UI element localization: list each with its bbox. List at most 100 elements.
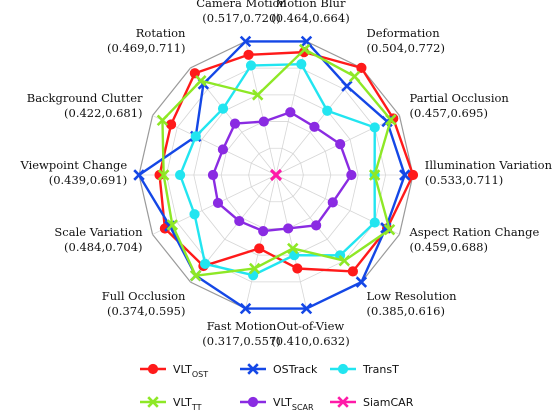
data-point: [407, 169, 419, 181]
data-point: [147, 396, 159, 408]
data-point: [356, 62, 367, 73]
legend-label: OSTrack: [273, 363, 318, 376]
data-point: [335, 138, 346, 150]
axis-name: Aspect Ration Change: [408, 225, 539, 239]
legend-item: TransT: [330, 363, 399, 376]
axis-label: Motion Blur (0.464,0.664): [271, 0, 349, 25]
axis-label: Deformation (0.504,0.772): [367, 26, 445, 55]
axis-range: (0.439,0.691): [49, 173, 127, 187]
radar-series: [133, 35, 419, 315]
data-point: [239, 35, 252, 48]
data-point: [355, 276, 368, 288]
data-point: [254, 243, 265, 254]
axis-label: Aspect Ration Change (0.459,0.688): [408, 225, 539, 254]
data-point: [337, 363, 349, 375]
data-point: [292, 263, 303, 274]
axis-range: (0.504,0.772): [367, 41, 445, 55]
data-point: [327, 197, 338, 208]
data-point: [212, 197, 224, 209]
legend-item: VLTOST: [140, 363, 208, 379]
data-point: [207, 169, 219, 181]
axis-range: (0.317,0.557): [202, 334, 280, 348]
legend-item: VLTTT: [140, 396, 202, 412]
data-point: [258, 116, 269, 127]
axis-range: (0.374,0.595): [107, 304, 185, 318]
data-point: [383, 223, 396, 236]
data-point: [311, 220, 322, 231]
data-point: [309, 121, 320, 132]
axis-range: (0.410,0.632): [271, 334, 349, 348]
data-point: [368, 169, 381, 181]
data-point: [248, 262, 261, 275]
data-point: [296, 59, 307, 70]
data-point: [189, 209, 200, 220]
data-point: [200, 258, 211, 270]
data-point: [234, 215, 245, 227]
axis-range: (0.422,0.681): [64, 106, 142, 120]
data-point: [195, 75, 207, 87]
axis-label: Illumination Variation (0.533,0.711): [425, 158, 553, 187]
axis-name: Deformation: [367, 26, 441, 40]
legend-label: VLTOST: [173, 363, 208, 379]
axis-range: (0.464,0.664): [271, 11, 349, 25]
axis-range: (0.517,0.720): [202, 11, 280, 25]
data-point: [247, 396, 259, 408]
data-point: [190, 131, 201, 142]
axis-label: Low Resolution (0.385,0.616): [367, 289, 458, 318]
grid-spoke: [245, 174, 277, 309]
data-point: [243, 49, 254, 60]
axis-name: Camera Motion: [196, 0, 287, 10]
axis-label: Partial Occlusion (0.457,0.695): [409, 91, 509, 120]
data-point: [283, 223, 294, 234]
data-point: [258, 225, 269, 237]
data-point: [270, 169, 282, 181]
legend-item: OSTrack: [240, 363, 318, 376]
axis-name: Low Resolution: [367, 289, 458, 303]
data-point: [175, 169, 186, 181]
legend-label: TransT: [362, 363, 399, 376]
data-point: [300, 35, 313, 48]
axis-name: Out-of-View: [277, 319, 345, 333]
series-vlt-tt: [156, 43, 397, 282]
data-point: [245, 60, 257, 71]
axis-labels: Illumination Variation (0.533,0.711) Parti…: [19, 0, 552, 348]
axis-label: Viewpoint Change (0.439,0.691): [19, 158, 127, 187]
data-point: [247, 363, 259, 375]
axis-name: Illumination Variation: [425, 158, 553, 172]
axis-name: Background Clutter: [27, 91, 143, 105]
legend-item: VLTSCAR: [240, 396, 314, 412]
data-point: [369, 217, 380, 228]
axis-range: (0.457,0.695): [409, 106, 487, 120]
axis-name: Fast Motion: [207, 319, 277, 333]
axis-name: Partial Occlusion: [409, 91, 509, 105]
axis-range: (0.469,0.711): [107, 41, 185, 55]
data-point: [348, 70, 361, 83]
axis-range: (0.484,0.704): [64, 240, 142, 254]
data-point: [337, 396, 349, 408]
data-point: [285, 107, 296, 118]
grid-spoke: [275, 174, 307, 309]
legend-label: VLTTT: [173, 396, 202, 412]
data-point: [287, 242, 299, 255]
data-point: [385, 113, 397, 126]
axis-name: Viewpoint Change: [19, 158, 127, 172]
data-point: [156, 114, 169, 127]
data-point: [229, 118, 241, 129]
data-point: [147, 363, 159, 375]
axis-label: Rotation (0.469,0.711): [107, 26, 186, 55]
axis-label: Background Clutter (0.422,0.681): [27, 91, 143, 120]
axis-label: Camera Motion (0.517,0.720): [196, 0, 287, 25]
series-siamcar: [270, 169, 282, 181]
legend-label: SiamCAR: [363, 396, 414, 409]
data-point: [347, 266, 358, 277]
data-point: [189, 269, 202, 282]
axis-range: (0.533,0.711): [425, 173, 503, 187]
data-point: [298, 43, 311, 56]
data-point: [341, 80, 353, 92]
legend: VLTOST OSTrack TransT VLTTT VLTSCAR SiamCAR: [140, 363, 414, 412]
series-vlt-scar: [207, 107, 357, 237]
data-point: [251, 89, 264, 101]
data-point: [399, 169, 411, 181]
axis-label: Fast Motion (0.317,0.557): [202, 319, 280, 348]
axis-name: Full Occlusion: [102, 289, 186, 303]
